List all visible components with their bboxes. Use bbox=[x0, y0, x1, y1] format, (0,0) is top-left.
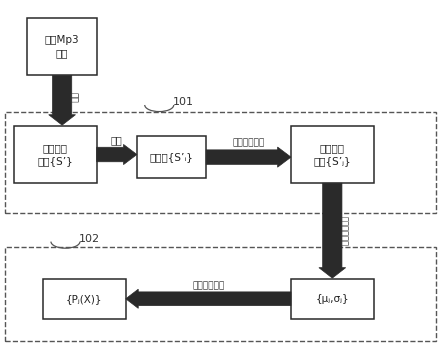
FancyBboxPatch shape bbox=[291, 126, 374, 183]
Polygon shape bbox=[97, 144, 137, 165]
FancyBboxPatch shape bbox=[14, 126, 97, 183]
Polygon shape bbox=[126, 289, 291, 308]
FancyBboxPatch shape bbox=[137, 136, 206, 178]
Text: 提取: 提取 bbox=[68, 92, 77, 103]
Text: 短时信号
特征{S’ⱼ}: 短时信号 特征{S’ⱼ} bbox=[314, 143, 351, 166]
Text: {Pⱼ(X)}: {Pⱼ(X)} bbox=[66, 294, 103, 304]
Text: 歌曲Mp3
文件: 歌曲Mp3 文件 bbox=[45, 35, 79, 58]
Text: 101: 101 bbox=[172, 97, 194, 107]
Text: 信号特征提取: 信号特征提取 bbox=[233, 139, 265, 148]
Polygon shape bbox=[49, 75, 76, 125]
Text: 统计特征提取: 统计特征提取 bbox=[340, 216, 349, 246]
Text: 102: 102 bbox=[79, 233, 100, 244]
Polygon shape bbox=[206, 147, 291, 167]
FancyBboxPatch shape bbox=[291, 279, 374, 319]
FancyBboxPatch shape bbox=[27, 18, 97, 75]
Text: 分割: 分割 bbox=[111, 136, 123, 146]
Text: 音频段{S’ᵢ}: 音频段{S’ᵢ} bbox=[150, 152, 194, 162]
Polygon shape bbox=[319, 183, 346, 278]
Text: 参考音频
样本{S’}: 参考音频 样本{S’} bbox=[38, 143, 73, 166]
FancyBboxPatch shape bbox=[43, 279, 126, 319]
Text: {μⱼ,σⱼ}: {μⱼ,σⱼ} bbox=[315, 294, 349, 304]
Text: 建立统计模型: 建立统计模型 bbox=[192, 281, 224, 290]
